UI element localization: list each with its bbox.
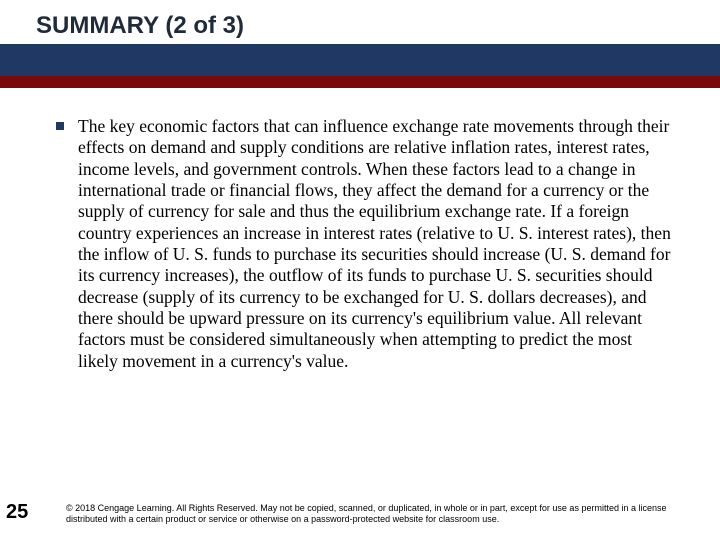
square-bullet-icon <box>56 122 64 130</box>
band-blue <box>0 44 720 76</box>
title-bar: SUMMARY (2 of 3) <box>0 0 720 44</box>
slide: SUMMARY (2 of 3) The key economic factor… <box>0 0 720 540</box>
band-red <box>0 76 720 88</box>
body-text: The key economic factors that can influe… <box>78 116 676 372</box>
page-number: 25 <box>0 501 44 524</box>
footer: 25 © 2018 Cengage Learning. All Rights R… <box>0 501 720 524</box>
slide-title: SUMMARY (2 of 3) <box>36 12 244 39</box>
content-area: The key economic factors that can influe… <box>0 88 720 372</box>
bullet-item: The key economic factors that can influe… <box>56 116 676 372</box>
copyright-text: © 2018 Cengage Learning. All Rights Rese… <box>44 503 720 524</box>
